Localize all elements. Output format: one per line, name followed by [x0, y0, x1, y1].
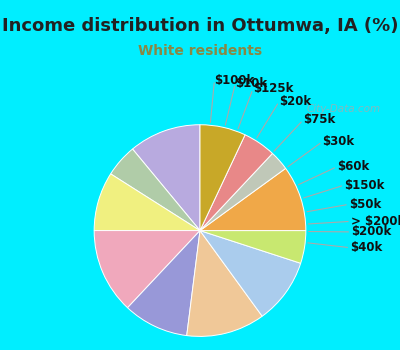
Wedge shape: [187, 231, 262, 336]
Wedge shape: [200, 153, 286, 231]
Text: $20k: $20k: [279, 95, 311, 108]
Wedge shape: [200, 231, 301, 316]
Text: $10k: $10k: [235, 77, 268, 90]
Text: $200k: $200k: [351, 225, 392, 238]
Text: $150k: $150k: [344, 178, 384, 191]
Text: $30k: $30k: [322, 135, 354, 148]
Text: $60k: $60k: [337, 160, 369, 173]
Text: City-Data.com: City-Data.com: [306, 104, 380, 114]
Wedge shape: [111, 149, 200, 231]
Wedge shape: [200, 231, 306, 263]
Wedge shape: [94, 174, 200, 231]
Wedge shape: [94, 231, 200, 308]
Wedge shape: [200, 125, 245, 231]
Text: > $200k: > $200k: [351, 215, 400, 228]
Text: $100k: $100k: [214, 74, 255, 86]
Wedge shape: [132, 125, 200, 231]
Wedge shape: [128, 231, 200, 336]
Text: White residents: White residents: [138, 44, 262, 58]
Text: Income distribution in Ottumwa, IA (%): Income distribution in Ottumwa, IA (%): [2, 17, 398, 35]
Wedge shape: [200, 168, 306, 231]
Text: $40k: $40k: [350, 241, 382, 254]
Text: $50k: $50k: [349, 198, 381, 211]
Wedge shape: [200, 135, 272, 231]
Text: $125k: $125k: [253, 83, 293, 96]
Text: $75k: $75k: [303, 113, 335, 126]
